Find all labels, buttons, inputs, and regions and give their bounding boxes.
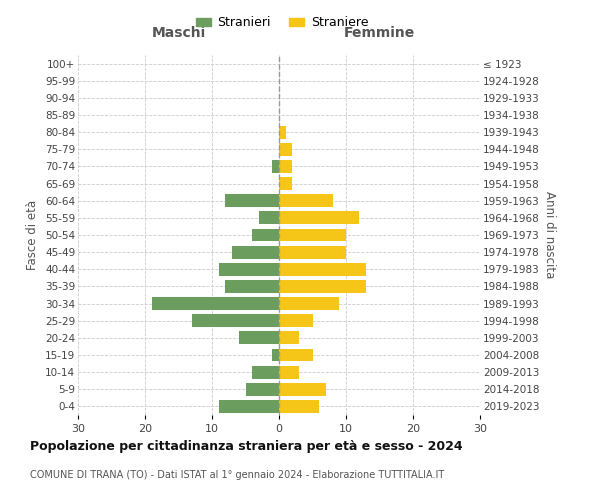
Bar: [272, 348, 279, 362]
Bar: [279, 314, 313, 327]
Bar: [232, 246, 279, 258]
Bar: [259, 212, 279, 224]
Bar: [279, 383, 326, 396]
Bar: [226, 280, 279, 293]
Bar: [239, 332, 279, 344]
Bar: [279, 126, 286, 138]
Bar: [279, 212, 359, 224]
Bar: [192, 314, 279, 327]
Bar: [279, 280, 366, 293]
Legend: Stranieri, Straniere: Stranieri, Straniere: [191, 11, 373, 34]
Bar: [279, 194, 332, 207]
Bar: [252, 366, 279, 378]
Bar: [279, 177, 292, 190]
Bar: [218, 263, 279, 276]
Bar: [279, 297, 340, 310]
Bar: [279, 143, 292, 156]
Bar: [279, 400, 319, 413]
Text: Popolazione per cittadinanza straniera per età e sesso - 2024: Popolazione per cittadinanza straniera p…: [30, 440, 463, 453]
Y-axis label: Anni di nascita: Anni di nascita: [543, 192, 556, 278]
Bar: [152, 297, 279, 310]
Bar: [279, 246, 346, 258]
Bar: [279, 228, 346, 241]
Bar: [279, 366, 299, 378]
Bar: [245, 383, 279, 396]
Text: Femmine: Femmine: [344, 26, 415, 40]
Bar: [218, 400, 279, 413]
Bar: [279, 263, 366, 276]
Text: Maschi: Maschi: [151, 26, 206, 40]
Bar: [272, 160, 279, 173]
Bar: [279, 348, 313, 362]
Bar: [279, 160, 292, 173]
Y-axis label: Fasce di età: Fasce di età: [26, 200, 40, 270]
Bar: [252, 228, 279, 241]
Bar: [279, 332, 299, 344]
Text: COMUNE DI TRANA (TO) - Dati ISTAT al 1° gennaio 2024 - Elaborazione TUTTITALIA.I: COMUNE DI TRANA (TO) - Dati ISTAT al 1° …: [30, 470, 444, 480]
Bar: [226, 194, 279, 207]
